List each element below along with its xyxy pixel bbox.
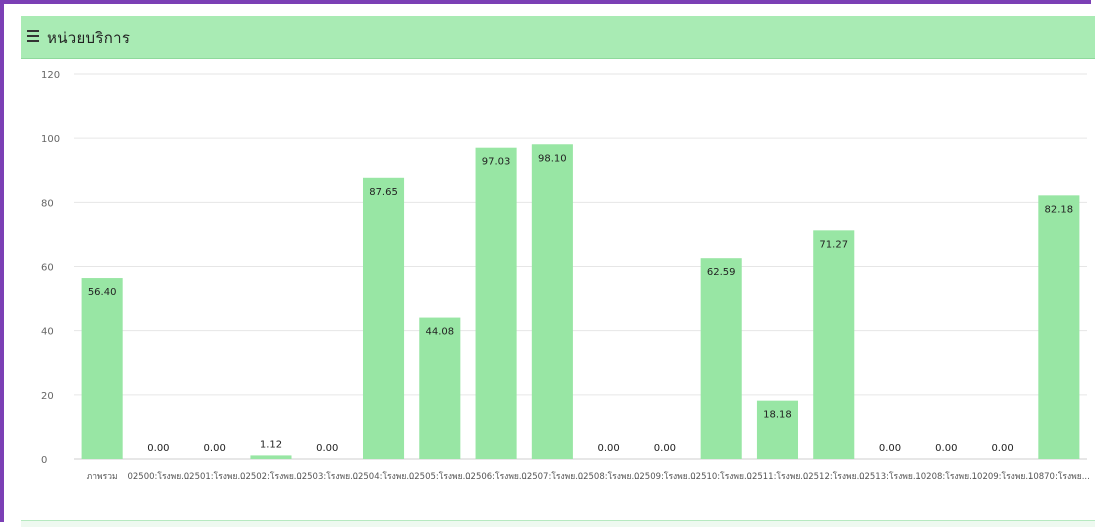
bar	[475, 147, 517, 459]
bar	[250, 455, 292, 459]
x-tick-label: 02502:โรงพย...	[240, 471, 302, 482]
y-tick-label: 120	[41, 70, 60, 81]
x-tick-label: 02504:โรงพย...	[353, 471, 415, 482]
panel-title: หน่วยบริการ	[47, 29, 131, 47]
bar	[362, 177, 405, 459]
data-label: 87.65	[369, 187, 398, 198]
x-tick-label: ภาพรวม	[87, 472, 118, 482]
bar	[813, 230, 855, 459]
bar	[81, 278, 123, 459]
x-tick-label: 02511:โรงพย...	[747, 471, 809, 482]
x-tick-label: 10870:โรงพย...	[1028, 471, 1090, 482]
hamburger-menu-icon[interactable]	[27, 30, 39, 42]
data-label: 62.59	[707, 267, 736, 278]
data-label: 44.08	[425, 327, 454, 338]
data-label: 71.27	[819, 239, 848, 250]
data-label: 0.00	[879, 443, 901, 454]
x-tick-label: 02510:โรงพย...	[690, 471, 752, 482]
bar	[1038, 195, 1080, 459]
x-tick-label: 02501:โรงพย...	[184, 471, 246, 482]
panel-header: หน่วยบริการ	[21, 16, 1095, 59]
x-tick-label: 02500:โรงพย...	[127, 471, 189, 482]
data-label: 0.00	[204, 443, 226, 454]
panel-footer	[21, 520, 1095, 527]
y-tick-label: 80	[41, 198, 54, 209]
bar	[700, 258, 742, 459]
x-tick-label: 02505:โรงพย...	[409, 471, 471, 482]
data-label: 1.12	[260, 439, 282, 450]
data-label: 56.40	[88, 287, 117, 298]
data-label: 0.00	[316, 443, 338, 454]
x-tick-label: 02503:โรงพย...	[296, 471, 358, 482]
x-tick-label: 02506:โรงพย...	[465, 471, 527, 482]
x-tick-label: 02507:โรงพย...	[521, 471, 583, 482]
x-tick-label: 10208:โรงพย...	[915, 471, 977, 482]
x-tick-label: 10209:โรงพย...	[972, 471, 1034, 482]
data-label: 0.00	[991, 443, 1013, 454]
x-tick-label: 02512:โรงพย...	[803, 471, 865, 482]
x-tick-label: 02513:โรงพย...	[859, 471, 921, 482]
data-label: 0.00	[935, 443, 957, 454]
x-tick-label: 02508:โรงพย...	[578, 471, 640, 482]
data-label: 18.18	[763, 410, 792, 421]
bar	[756, 400, 799, 459]
bar-chart-svg: 0 20 40 60 80 100 120 56.40 ภาพรวม 0.00 02500:โรงพ…	[41, 70, 1090, 482]
bar-chart: 0 20 40 60 80 100 120 56.40 ภาพรวม 0.00 02500:โรงพ…	[21, 59, 1095, 522]
y-tick-label: 60	[41, 263, 54, 274]
bar	[531, 144, 573, 459]
data-label: 0.00	[598, 443, 620, 454]
data-label: 82.18	[1045, 204, 1074, 215]
y-tick-label: 40	[41, 327, 54, 338]
data-label: 97.03	[482, 157, 511, 168]
data-label: 0.00	[147, 443, 169, 454]
y-tick-label: 20	[41, 391, 54, 402]
data-label: 0.00	[654, 443, 676, 454]
y-tick-label: 0	[41, 455, 47, 466]
bar	[419, 317, 461, 459]
x-tick-label: 02509:โรงพย...	[634, 471, 696, 482]
data-label: 98.10	[538, 153, 567, 164]
y-tick-label: 100	[41, 134, 60, 145]
